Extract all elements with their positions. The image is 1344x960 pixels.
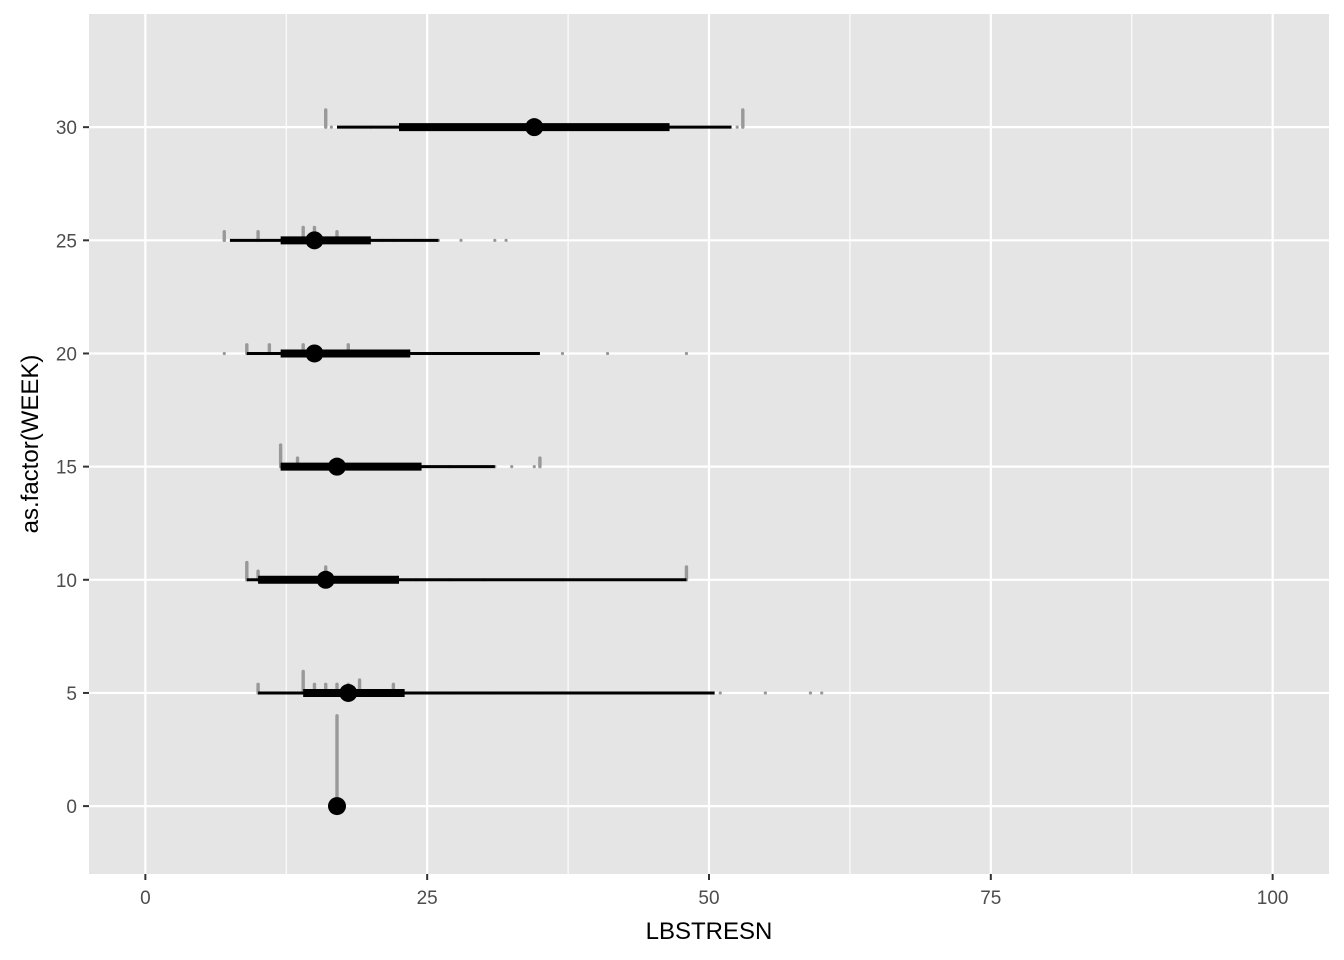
y-tick-label: 5 xyxy=(66,684,77,705)
y-tick-label: 10 xyxy=(56,571,77,592)
y-tick-label: 0 xyxy=(66,797,77,818)
x-axis-ticks: 0 25 50 75 100 xyxy=(140,874,1288,909)
data-dot xyxy=(560,351,565,356)
x-axis-title: LBSTRESN xyxy=(646,918,773,945)
median-point xyxy=(305,344,324,363)
y-tick-label: 25 xyxy=(56,231,77,252)
data-dot xyxy=(605,351,610,356)
x-tick-label: 100 xyxy=(1257,888,1289,909)
interval-marks xyxy=(229,118,732,816)
data-dot xyxy=(493,238,497,242)
x-tick-label: 25 xyxy=(417,888,438,909)
median-point xyxy=(525,118,544,137)
median-point xyxy=(328,797,346,816)
x-tick-label: 50 xyxy=(698,888,719,909)
median-point xyxy=(339,683,358,702)
data-dot xyxy=(763,691,767,695)
data-dot xyxy=(222,351,226,356)
data-dot xyxy=(808,691,813,695)
data-dot xyxy=(329,125,333,129)
median-point xyxy=(328,457,346,476)
minor-gridlines xyxy=(285,14,1133,874)
y-tick-label: 20 xyxy=(56,344,77,365)
x-tick-label: 0 xyxy=(140,888,151,909)
y-tick-label: 30 xyxy=(56,118,77,139)
data-dot xyxy=(459,238,463,242)
data-dot xyxy=(820,691,824,695)
median-point xyxy=(305,231,324,250)
data-dot xyxy=(735,125,739,129)
x-tick-label: 75 xyxy=(980,888,1001,909)
data-dot xyxy=(504,238,508,242)
y-axis-ticks: 0 5 10 15 20 25 30 xyxy=(56,118,89,818)
data-dot xyxy=(532,465,536,469)
median-point xyxy=(316,570,335,589)
data-dot xyxy=(510,465,514,469)
data-dot xyxy=(684,351,689,356)
data-dot xyxy=(718,691,722,695)
y-tick-label: 15 xyxy=(56,458,77,479)
y-axis-title: as.factor(WEEK) xyxy=(17,355,44,534)
